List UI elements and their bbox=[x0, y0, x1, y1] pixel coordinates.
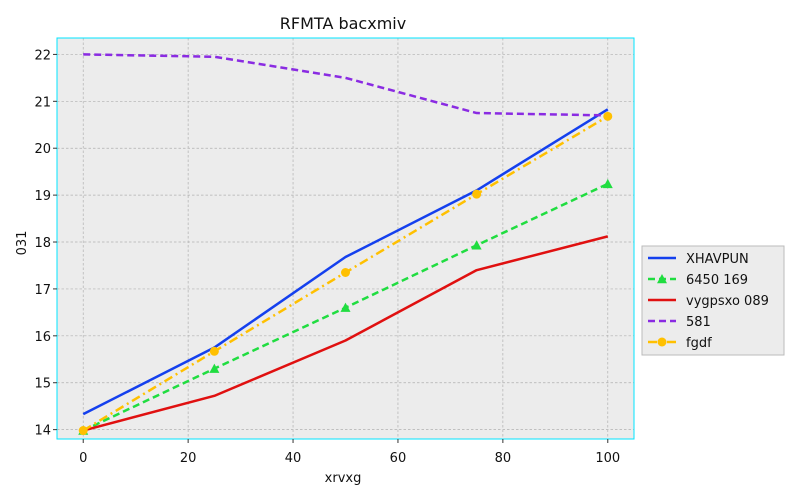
y-axis-label: 031 bbox=[15, 231, 30, 256]
y-tick-label: 14 bbox=[34, 424, 51, 439]
x-tick-label: 100 bbox=[595, 451, 620, 466]
data-point bbox=[340, 302, 351, 312]
legend-item: 581 bbox=[648, 315, 711, 330]
series-line bbox=[83, 53, 608, 117]
legend-item: 6450 169 bbox=[648, 273, 748, 288]
y-tick-label: 15 bbox=[34, 377, 51, 392]
legend-marker bbox=[657, 337, 667, 347]
data-point bbox=[209, 346, 219, 356]
x-tick-label: 60 bbox=[390, 451, 407, 466]
legend-label: vygpsxo 089 bbox=[686, 294, 769, 309]
y-axis: 14 15 16 17 18 19 20 21 22 bbox=[34, 48, 57, 439]
x-tick-label: 40 bbox=[285, 451, 302, 466]
y-tick-label: 22 bbox=[34, 48, 51, 63]
data-point bbox=[341, 268, 350, 278]
x-tick-label: 80 bbox=[495, 451, 512, 466]
series-layer bbox=[78, 53, 613, 436]
legend-item: vygpsxo 089 bbox=[648, 294, 769, 309]
x-axis-label: xrvxg bbox=[325, 471, 362, 486]
data-point bbox=[472, 189, 482, 199]
y-tick-label: 16 bbox=[34, 330, 51, 345]
series-line bbox=[82, 235, 609, 432]
plot-area bbox=[57, 38, 634, 439]
grid bbox=[57, 38, 634, 439]
data-point bbox=[603, 111, 613, 121]
x-tick-label: 20 bbox=[180, 451, 197, 466]
y-tick-label: 20 bbox=[34, 142, 51, 157]
data-point bbox=[471, 240, 482, 250]
series-line bbox=[82, 108, 609, 416]
legend-label: XHAVPUN bbox=[686, 252, 749, 267]
series-3 bbox=[83, 53, 608, 117]
data-point bbox=[602, 178, 613, 189]
y-tick-label: 19 bbox=[34, 189, 51, 204]
series-4 bbox=[78, 111, 613, 436]
legend-label: 581 bbox=[686, 315, 711, 330]
legend-label: fgdf bbox=[686, 336, 712, 351]
legend-marker bbox=[657, 274, 667, 284]
x-tick-label: 0 bbox=[79, 451, 87, 466]
legend: XHAVPUN 6450 169 vygpsxo 089 581 fgdf bbox=[641, 245, 785, 356]
series-2 bbox=[82, 235, 609, 432]
series-0 bbox=[82, 108, 609, 416]
data-point bbox=[78, 426, 88, 436]
plot-frame bbox=[56, 37, 635, 440]
chart-title: RFMTA bacxmiv bbox=[280, 14, 406, 33]
x-axis: 0 20 40 60 80 100 bbox=[79, 439, 620, 466]
legend-item: fgdf bbox=[648, 336, 712, 351]
legend-item: XHAVPUN bbox=[648, 252, 749, 267]
y-tick-label: 17 bbox=[34, 283, 51, 298]
y-tick-label: 18 bbox=[34, 236, 51, 251]
legend-label: 6450 169 bbox=[686, 273, 748, 288]
data-point bbox=[209, 363, 220, 373]
y-tick-label: 21 bbox=[34, 95, 51, 110]
